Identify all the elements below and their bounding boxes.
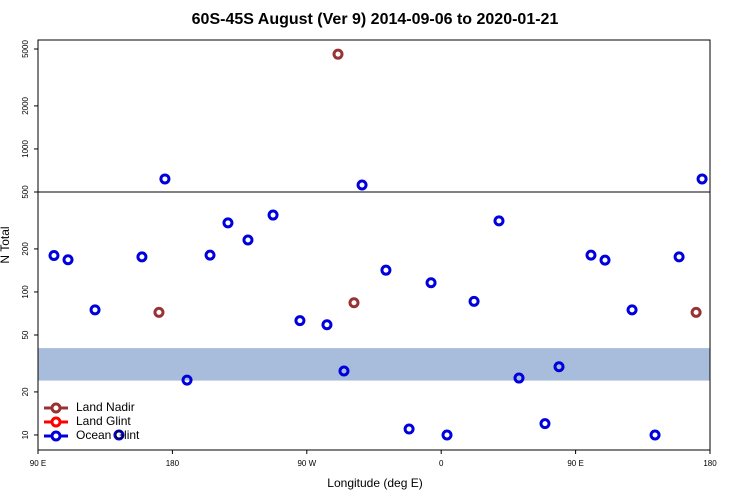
data-point bbox=[513, 372, 525, 384]
y-tick-label: 10 bbox=[21, 430, 30, 439]
data-point bbox=[348, 297, 360, 309]
data-point bbox=[673, 251, 685, 263]
data-point bbox=[222, 217, 234, 229]
y-tick-label: 5000 bbox=[21, 40, 30, 58]
data-point bbox=[585, 249, 597, 261]
data-point bbox=[626, 304, 638, 316]
data-point bbox=[153, 306, 165, 318]
legend-label: Land Glint bbox=[76, 414, 131, 428]
data-point bbox=[113, 429, 125, 441]
y-tick-label: 200 bbox=[21, 242, 30, 256]
x-tick-label: 0 bbox=[439, 459, 444, 468]
y-tick-label: 2000 bbox=[21, 96, 30, 114]
x-tick-label: 90 E bbox=[30, 459, 46, 468]
data-point bbox=[493, 215, 505, 227]
x-tick-label: 90 W bbox=[297, 459, 316, 468]
data-point bbox=[332, 48, 344, 60]
data-point bbox=[380, 264, 392, 276]
y-tick-label: 20 bbox=[21, 387, 30, 396]
legend-label: Land Nadir bbox=[76, 400, 135, 414]
data-point bbox=[294, 315, 306, 327]
x-tick-label: 180 bbox=[166, 459, 180, 468]
data-point bbox=[599, 254, 611, 266]
data-point bbox=[62, 254, 74, 266]
legend-marker bbox=[50, 402, 62, 414]
data-point bbox=[181, 374, 193, 386]
data-point bbox=[321, 319, 333, 331]
x-tick-label: 90 E bbox=[567, 459, 583, 468]
data-point bbox=[356, 179, 368, 191]
legend-marker bbox=[50, 416, 62, 428]
y-tick-label: 100 bbox=[21, 285, 30, 299]
y-tick-label: 50 bbox=[21, 330, 30, 339]
data-point bbox=[468, 295, 480, 307]
data-point bbox=[136, 251, 148, 263]
data-point bbox=[267, 209, 279, 221]
data-point bbox=[441, 429, 453, 441]
legend-marker bbox=[50, 430, 62, 442]
data-point bbox=[242, 234, 254, 246]
data-point bbox=[403, 423, 415, 435]
data-point bbox=[159, 173, 171, 185]
y-tick-label: 500 bbox=[21, 185, 30, 199]
data-point bbox=[48, 249, 60, 261]
data-point bbox=[553, 361, 565, 373]
data-point bbox=[89, 304, 101, 316]
data-point bbox=[539, 418, 551, 430]
x-axis-label: Longitude (deg E) bbox=[327, 476, 422, 490]
shaded-band bbox=[38, 348, 710, 381]
plot-frame bbox=[37, 39, 711, 451]
data-point bbox=[696, 173, 708, 185]
data-point bbox=[649, 429, 661, 441]
legend-label: Ocean Glint bbox=[76, 428, 140, 442]
x-tick-label: 180 bbox=[703, 459, 717, 468]
y-tick-label: 1000 bbox=[21, 140, 30, 158]
data-point bbox=[338, 365, 350, 377]
data-point bbox=[425, 277, 437, 289]
data-point bbox=[690, 306, 702, 318]
data-point bbox=[204, 249, 216, 261]
chart-title: 60S-45S August (Ver 9) 2014-09-06 to 202… bbox=[192, 11, 559, 28]
y-axis-label: N Total bbox=[0, 226, 12, 263]
